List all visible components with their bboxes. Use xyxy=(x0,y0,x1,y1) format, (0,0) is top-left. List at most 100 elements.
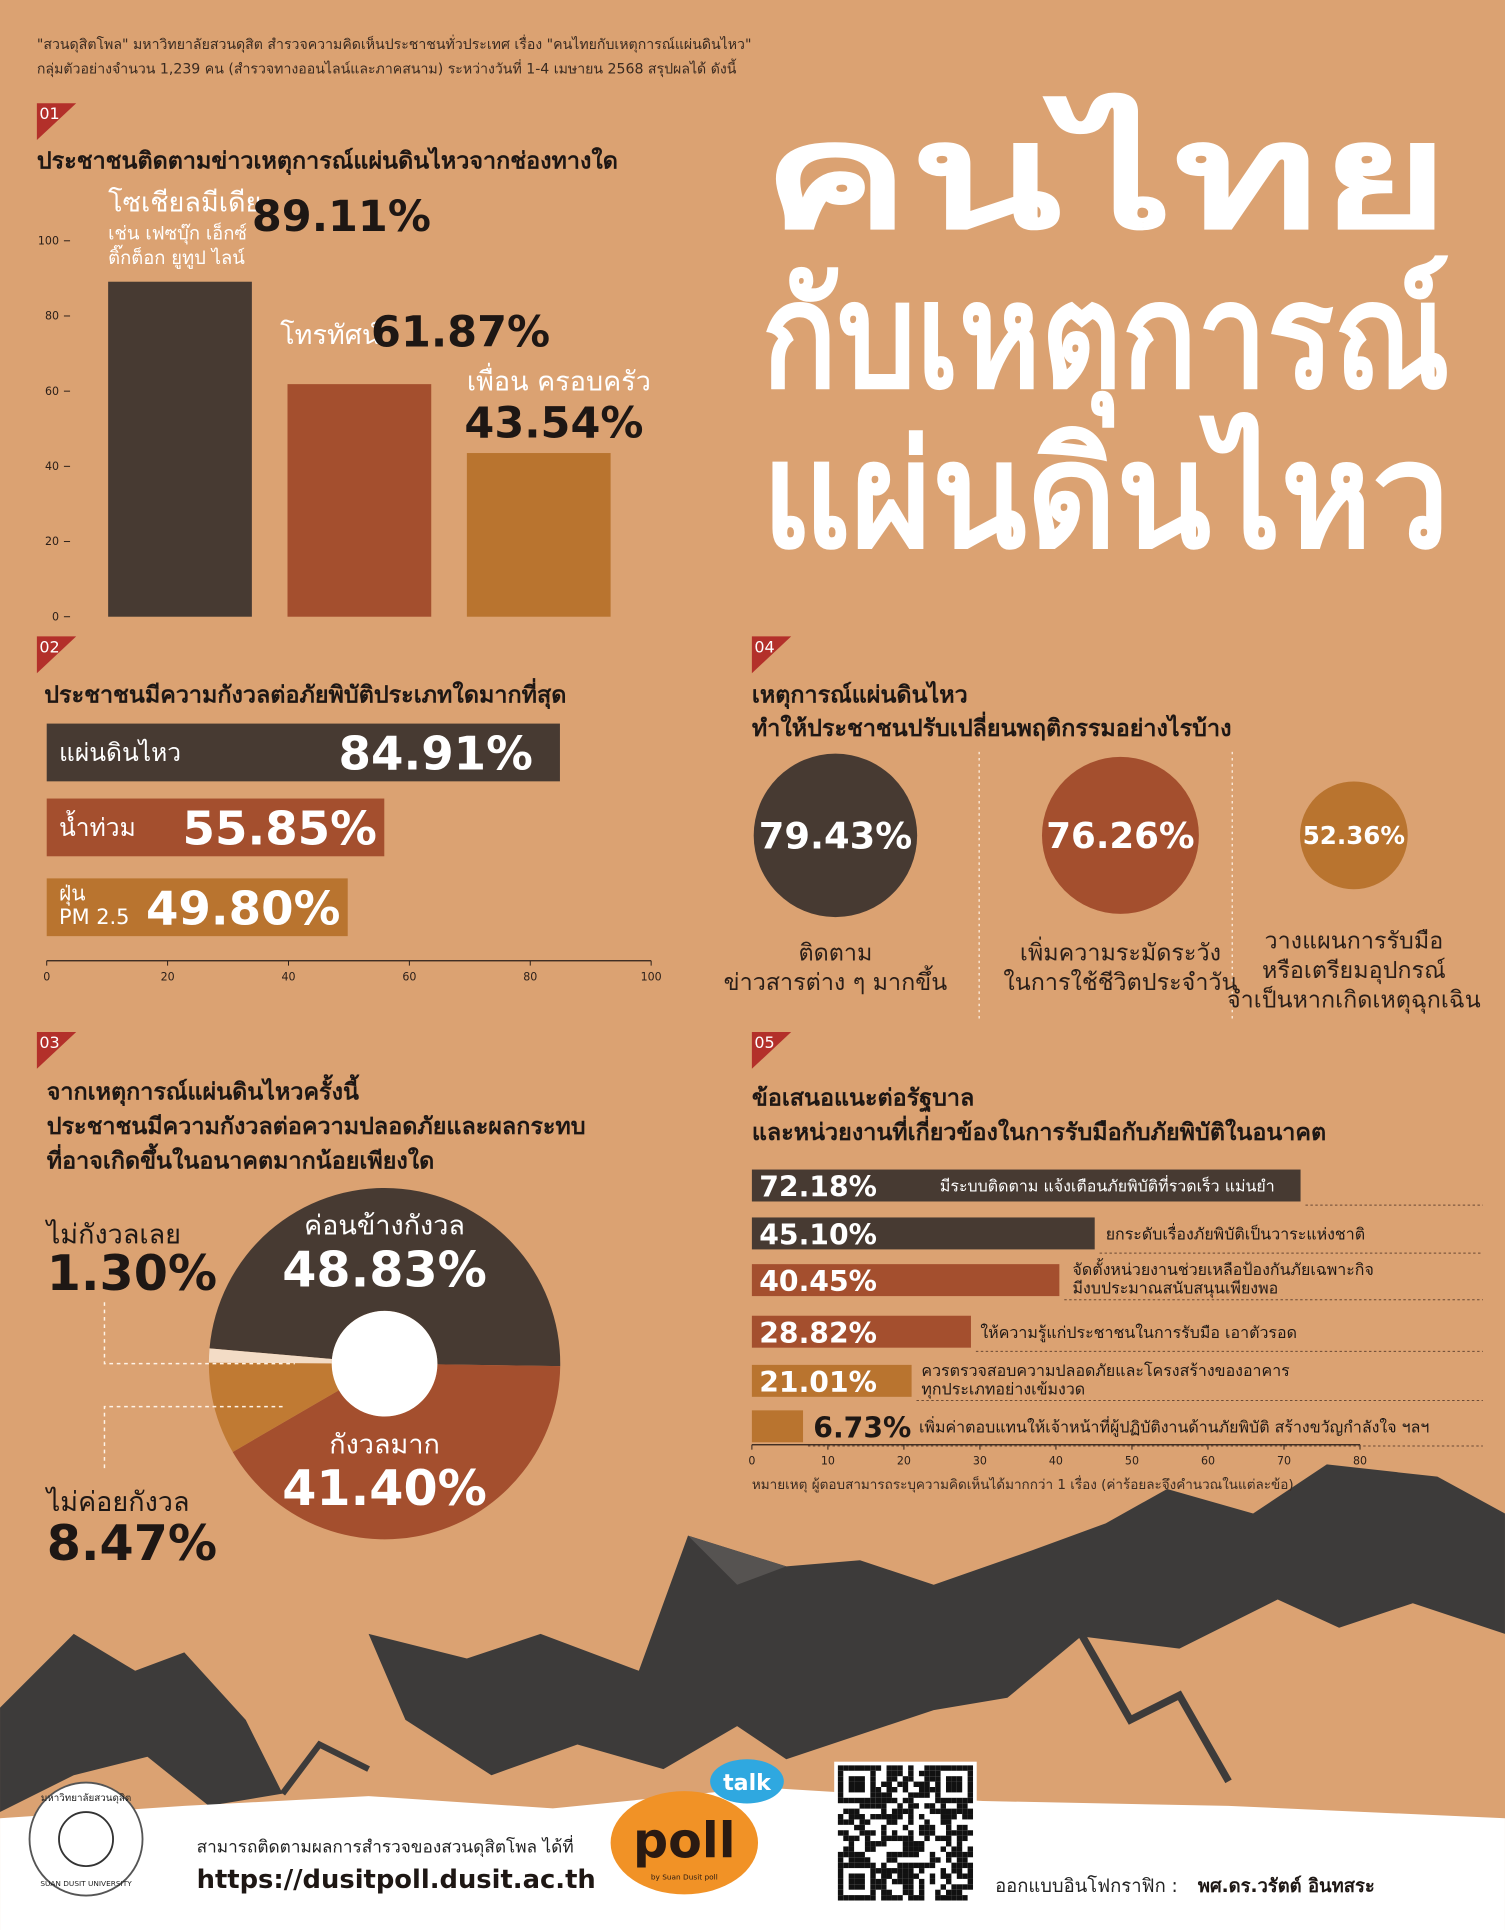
qr-cell xyxy=(913,1895,919,1901)
qr-cell xyxy=(967,1787,974,1793)
crack xyxy=(0,1633,283,1813)
qr-cell xyxy=(897,1814,903,1820)
value-label: 1.30% xyxy=(47,1244,217,1302)
x-tick-label: 20 xyxy=(161,970,175,983)
qr-cell xyxy=(967,1878,974,1885)
qr-cell xyxy=(951,1808,957,1815)
crack-line xyxy=(1077,1632,1232,1784)
qr-cell xyxy=(956,1851,963,1858)
x-tick-label: 10 xyxy=(821,1454,835,1467)
qr-cell xyxy=(918,1814,925,1820)
qr-cell xyxy=(902,1841,909,1847)
qr-cell xyxy=(854,1835,860,1842)
qr-cell xyxy=(870,1862,876,1869)
qr-cell xyxy=(854,1814,860,1820)
section-title: เหตุการณ์แผ่นดินไหว xyxy=(752,681,968,710)
section-marker xyxy=(36,103,77,141)
qr-cell xyxy=(870,1770,876,1777)
qr-cell xyxy=(843,1835,849,1842)
qr-cell xyxy=(951,1776,957,1782)
qr-cell xyxy=(837,1797,844,1804)
y-tick-label: 0 xyxy=(52,610,59,623)
qr-cell xyxy=(870,1797,876,1804)
qr-cell xyxy=(967,1765,974,1771)
section-title: จากเหตุการณ์แผ่นดินไหวครั้งนี้ xyxy=(47,1074,360,1107)
qr-cell xyxy=(940,1803,946,1809)
qr-cell xyxy=(967,1862,974,1869)
bar xyxy=(751,1410,804,1443)
qr-cell xyxy=(908,1851,914,1858)
qr-cell xyxy=(886,1868,892,1874)
qr-cell xyxy=(945,1814,952,1820)
qr-cell xyxy=(859,1819,865,1825)
qr-cell xyxy=(929,1765,936,1771)
qr-cell xyxy=(875,1878,882,1885)
x-tick-label: 40 xyxy=(1049,1454,1063,1467)
bar xyxy=(751,1169,1301,1202)
qr-cell xyxy=(902,1851,909,1858)
qr-cell xyxy=(956,1889,963,1896)
qr-cell xyxy=(859,1814,865,1820)
content: "สวนดุสิตโพล" มหาวิทยาลัยสวนดุสิต สำรวจค… xyxy=(28,34,1483,1905)
qr-cell xyxy=(945,1808,952,1815)
section-number: 05 xyxy=(754,1033,774,1052)
category-label: โซเชียลมีเดีย xyxy=(108,186,261,218)
qr-cell xyxy=(951,1889,957,1896)
qr-cell xyxy=(908,1803,914,1809)
qr-cell xyxy=(935,1770,941,1777)
qr-cell xyxy=(875,1765,882,1771)
qr-cell xyxy=(859,1884,865,1890)
qr-cell xyxy=(870,1765,876,1771)
qr-cell xyxy=(940,1846,946,1852)
qr-cell xyxy=(875,1814,882,1820)
qr-cell xyxy=(908,1841,914,1847)
qr-cell xyxy=(837,1862,844,1869)
qr-cell xyxy=(875,1803,882,1809)
value-label: 28.82% xyxy=(759,1317,877,1350)
qr-cell xyxy=(908,1792,914,1798)
qr-cell xyxy=(945,1819,952,1825)
qr-cell xyxy=(924,1770,930,1777)
bar xyxy=(751,1364,912,1397)
bar xyxy=(751,1264,1060,1297)
qr-cell xyxy=(945,1835,952,1842)
qr-cell xyxy=(854,1895,860,1901)
value-label: 55.85% xyxy=(183,803,377,857)
category-label: เพื่อน ครอบครัว xyxy=(467,363,651,398)
qr-cell xyxy=(843,1846,849,1852)
qr-cell xyxy=(929,1851,936,1858)
donut-slice xyxy=(208,1348,332,1364)
qr-cell xyxy=(962,1835,968,1842)
section-title: และหน่วยงานที่เกี่ยวข้องในการรับมือกับภั… xyxy=(752,1115,1326,1146)
qr-cell xyxy=(897,1835,903,1842)
qr-cell xyxy=(940,1765,946,1771)
qr-cell xyxy=(886,1851,892,1858)
designer-label: ออกแบบอินโฟกราฟิก : xyxy=(995,1875,1178,1897)
section-marker xyxy=(36,636,77,674)
qr-cell xyxy=(929,1808,936,1815)
qr-cell xyxy=(913,1873,919,1879)
value-label: 45.10% xyxy=(759,1218,877,1251)
qr-cell xyxy=(929,1873,936,1879)
qr-cell xyxy=(848,1862,855,1869)
qr-cell xyxy=(924,1862,930,1869)
leader-line xyxy=(103,1405,283,1469)
qr-cell xyxy=(951,1862,957,1869)
category-label: ฝุ่น xyxy=(59,882,86,907)
qr-cell xyxy=(886,1814,892,1820)
qr-cell xyxy=(962,1857,968,1863)
x-tick-label: 30 xyxy=(973,1454,987,1467)
qr-cell xyxy=(945,1776,952,1782)
qr-cell xyxy=(886,1765,892,1771)
qr-cell xyxy=(929,1878,936,1885)
qr-cell xyxy=(891,1770,898,1777)
value-label: 61.87% xyxy=(371,307,550,357)
category-label: เพิ่มค่าตอบแทนให้เจ้าหน้าที่ผู้ปฏิบัติงา… xyxy=(919,1415,1429,1437)
bar xyxy=(751,1217,1095,1250)
qr-cell xyxy=(859,1776,865,1782)
qr-cell xyxy=(891,1765,898,1771)
qr-cell xyxy=(929,1787,936,1793)
qr-cell xyxy=(881,1797,887,1804)
qr-cell xyxy=(870,1781,876,1788)
qr-cell xyxy=(864,1819,871,1825)
